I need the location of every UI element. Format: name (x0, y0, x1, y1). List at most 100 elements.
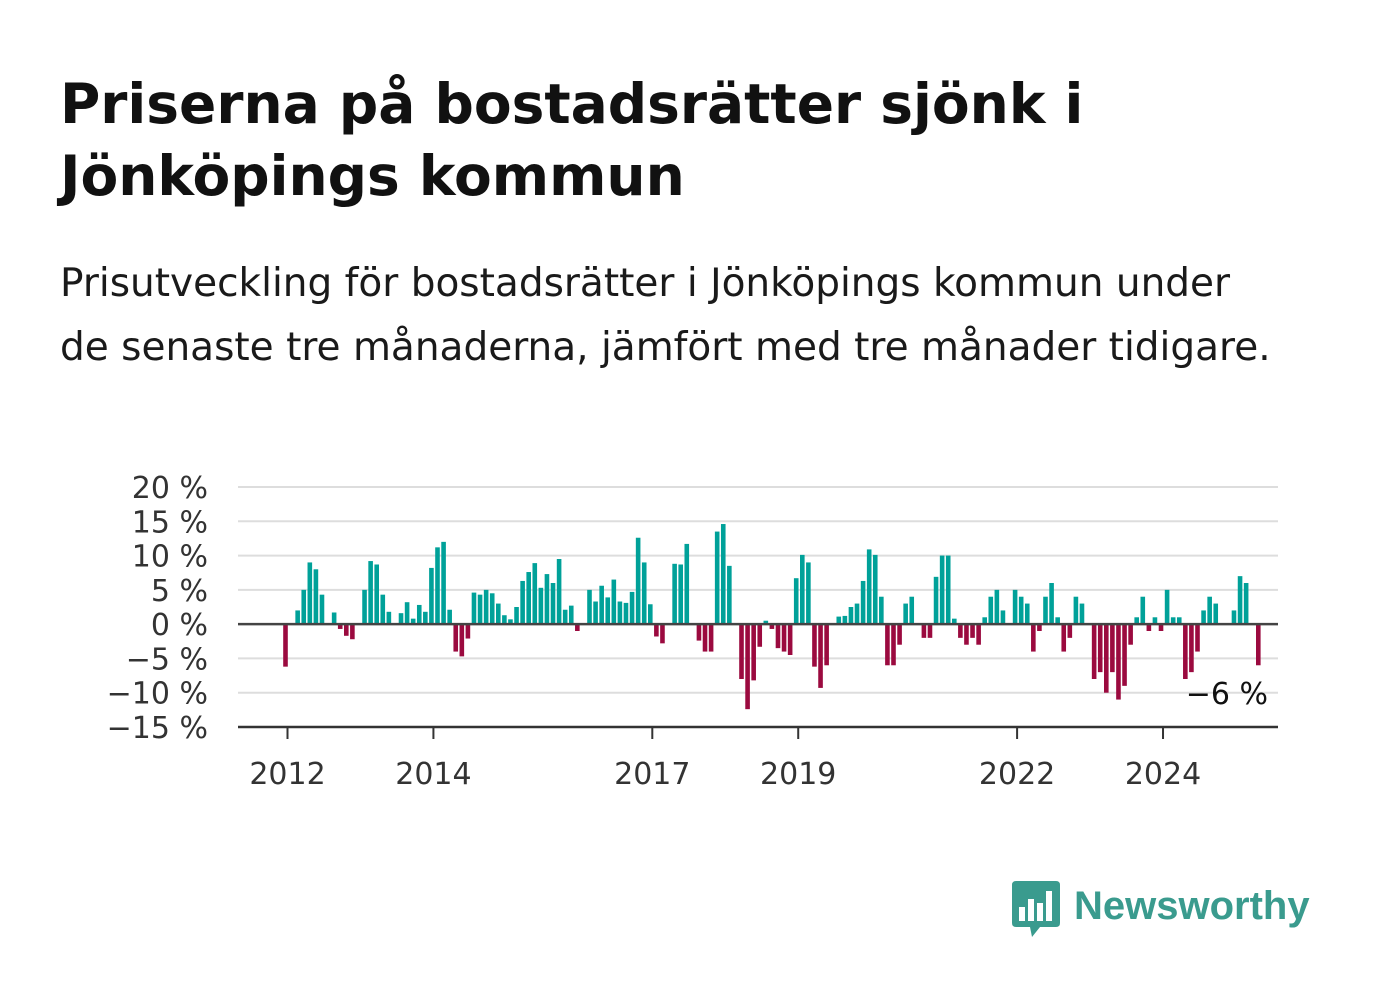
bar (824, 624, 829, 666)
bar (994, 589, 1000, 625)
bar (982, 617, 987, 625)
y-tick-labels: 20 %15 %10 %5 %0 %−5 %−10 %−15 % (107, 471, 208, 746)
x-tick-labels: 2012 2014 2017 2019 2022 2024 (249, 757, 1201, 792)
bar (629, 591, 635, 625)
bar (1213, 603, 1219, 625)
bar (441, 541, 446, 625)
bar (319, 594, 325, 625)
bar (866, 549, 872, 625)
bar (818, 624, 823, 688)
bar (599, 585, 604, 625)
bar (1152, 617, 1158, 625)
bar (848, 607, 854, 625)
axes (238, 622, 1278, 739)
bar (660, 624, 665, 644)
y-tick-label: −10 % (107, 677, 208, 712)
bar (617, 601, 623, 625)
bar (520, 580, 525, 625)
bar (1000, 610, 1006, 625)
bar (775, 624, 781, 649)
bar (1037, 624, 1042, 631)
chart-title: Priserna på bostadsrätter sjönk i Jönköp… (60, 72, 1084, 208)
bar (575, 624, 580, 631)
bar (708, 624, 714, 652)
bar (1170, 617, 1176, 625)
bar (1134, 617, 1139, 625)
newsworthy-logo-icon (1012, 881, 1060, 937)
bar (404, 602, 410, 625)
bar (477, 594, 483, 625)
bar (958, 624, 963, 638)
bar (921, 624, 927, 638)
bar (787, 624, 793, 655)
bar (587, 589, 592, 625)
bar (672, 563, 677, 625)
grid-lines (238, 486, 1278, 694)
bar (903, 603, 908, 625)
bar (1256, 624, 1261, 666)
bar (380, 594, 386, 625)
bar (964, 624, 969, 645)
bar (970, 624, 975, 638)
bar (641, 562, 647, 625)
bar (526, 572, 531, 625)
bar (1231, 610, 1237, 625)
brand-name: Newsworthy (1074, 883, 1310, 928)
y-tick-label: 5 % (151, 574, 208, 609)
x-tick-label: 2014 (395, 757, 471, 792)
bar (1146, 624, 1152, 631)
y-tick-label: 10 % (132, 540, 208, 575)
bar (611, 579, 617, 625)
bar (885, 624, 890, 666)
bar (508, 619, 513, 625)
bar (1110, 624, 1115, 673)
bar (489, 593, 495, 625)
bar (939, 555, 945, 625)
bar (648, 604, 653, 625)
bar (1183, 624, 1188, 679)
bar (927, 624, 933, 638)
bar (429, 567, 434, 625)
y-tick-label: 0 % (151, 608, 208, 643)
bar (344, 624, 349, 636)
bar (806, 562, 811, 625)
bar (988, 596, 994, 625)
bar (909, 596, 915, 625)
bar (763, 620, 769, 625)
bar (860, 580, 866, 625)
bar (1049, 583, 1054, 625)
x-tick-label: 2012 (249, 757, 325, 792)
bar (496, 603, 501, 625)
bar (727, 565, 732, 625)
bar (1164, 589, 1170, 625)
bar (879, 596, 884, 625)
bar (781, 624, 787, 652)
bar (739, 624, 744, 679)
bars (283, 524, 1261, 710)
bar (350, 624, 355, 640)
bar (800, 554, 805, 625)
bar (684, 543, 690, 625)
bar (532, 563, 538, 625)
bar (945, 555, 951, 625)
bar (362, 589, 367, 625)
bar (459, 624, 465, 657)
bar (842, 615, 848, 625)
bar (502, 615, 507, 625)
bar (696, 624, 702, 641)
bar (465, 624, 471, 639)
bar (1061, 624, 1067, 652)
bar (398, 613, 404, 625)
bar (295, 610, 300, 625)
bar (1122, 624, 1127, 686)
x-tick-label: 2019 (760, 757, 836, 792)
bar (812, 624, 817, 667)
bar (1018, 596, 1024, 625)
bar (635, 537, 641, 625)
y-tick-label: −15 % (107, 711, 208, 746)
bar (793, 578, 799, 625)
bar (623, 602, 629, 625)
last-value-label: −6 % (1186, 677, 1268, 712)
bar (368, 561, 373, 625)
bar (976, 624, 981, 645)
